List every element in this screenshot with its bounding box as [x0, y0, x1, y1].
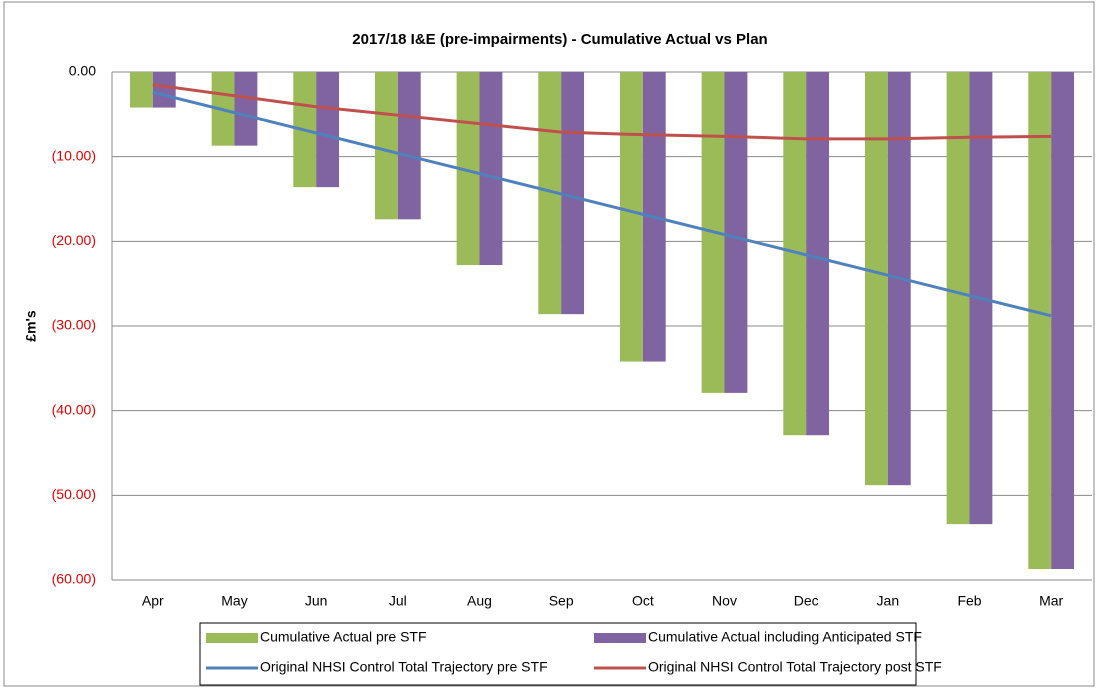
y-tick-label: (10.00) — [52, 147, 96, 163]
x-tick-label: Mar — [1039, 593, 1063, 609]
bar — [1028, 72, 1052, 569]
x-tick-label: May — [221, 593, 247, 609]
y-tick-label: 0.00 — [69, 63, 96, 79]
bar — [456, 72, 480, 266]
legend-label: Original NHSI Control Total Trajectory p… — [260, 659, 548, 675]
bar — [374, 72, 398, 220]
y-axis-label: £m's — [23, 310, 39, 342]
x-tick-label: Oct — [632, 593, 654, 609]
line-series — [152, 83, 1052, 141]
x-tick-label: Jul — [389, 593, 407, 609]
x-tick-label: Jan — [877, 593, 900, 609]
bar — [129, 72, 153, 108]
x-tick-label: Sep — [549, 593, 574, 609]
bar — [946, 72, 970, 525]
legend-swatch — [594, 633, 646, 643]
bar — [479, 72, 503, 266]
y-tick-label: (40.00) — [52, 401, 96, 417]
line-series — [152, 90, 1052, 318]
legend-label: Cumulative Actual pre STF — [260, 629, 427, 645]
y-tick-label: (60.00) — [52, 571, 96, 587]
legend-swatch — [206, 633, 258, 643]
x-tick-label: Nov — [712, 593, 737, 609]
x-tick-label: Jun — [305, 593, 328, 609]
x-tick-label: Aug — [467, 593, 492, 609]
bar — [724, 72, 748, 393]
x-tick-label: Feb — [957, 593, 981, 609]
x-tick-label: Dec — [794, 593, 819, 609]
bar — [619, 72, 643, 362]
y-tick-label: (20.00) — [52, 232, 96, 248]
legend-label: Cumulative Actual including Anticipated … — [648, 629, 922, 645]
y-tick-label: (30.00) — [52, 317, 96, 333]
chart-title: 2017/18 I&E (pre-impairments) - Cumulati… — [352, 31, 767, 48]
bar — [234, 72, 258, 146]
legend-label: Original NHSI Control Total Trajectory p… — [648, 659, 942, 675]
x-tick-label: Apr — [142, 593, 164, 609]
bar — [397, 72, 421, 220]
bar — [806, 72, 830, 436]
bar — [1051, 72, 1075, 569]
bar — [316, 72, 340, 188]
bar — [152, 72, 176, 108]
legend — [199, 622, 917, 686]
bar — [783, 72, 807, 436]
bar — [864, 72, 888, 486]
y-tick-label: (50.00) — [52, 486, 96, 502]
bar — [561, 72, 585, 315]
